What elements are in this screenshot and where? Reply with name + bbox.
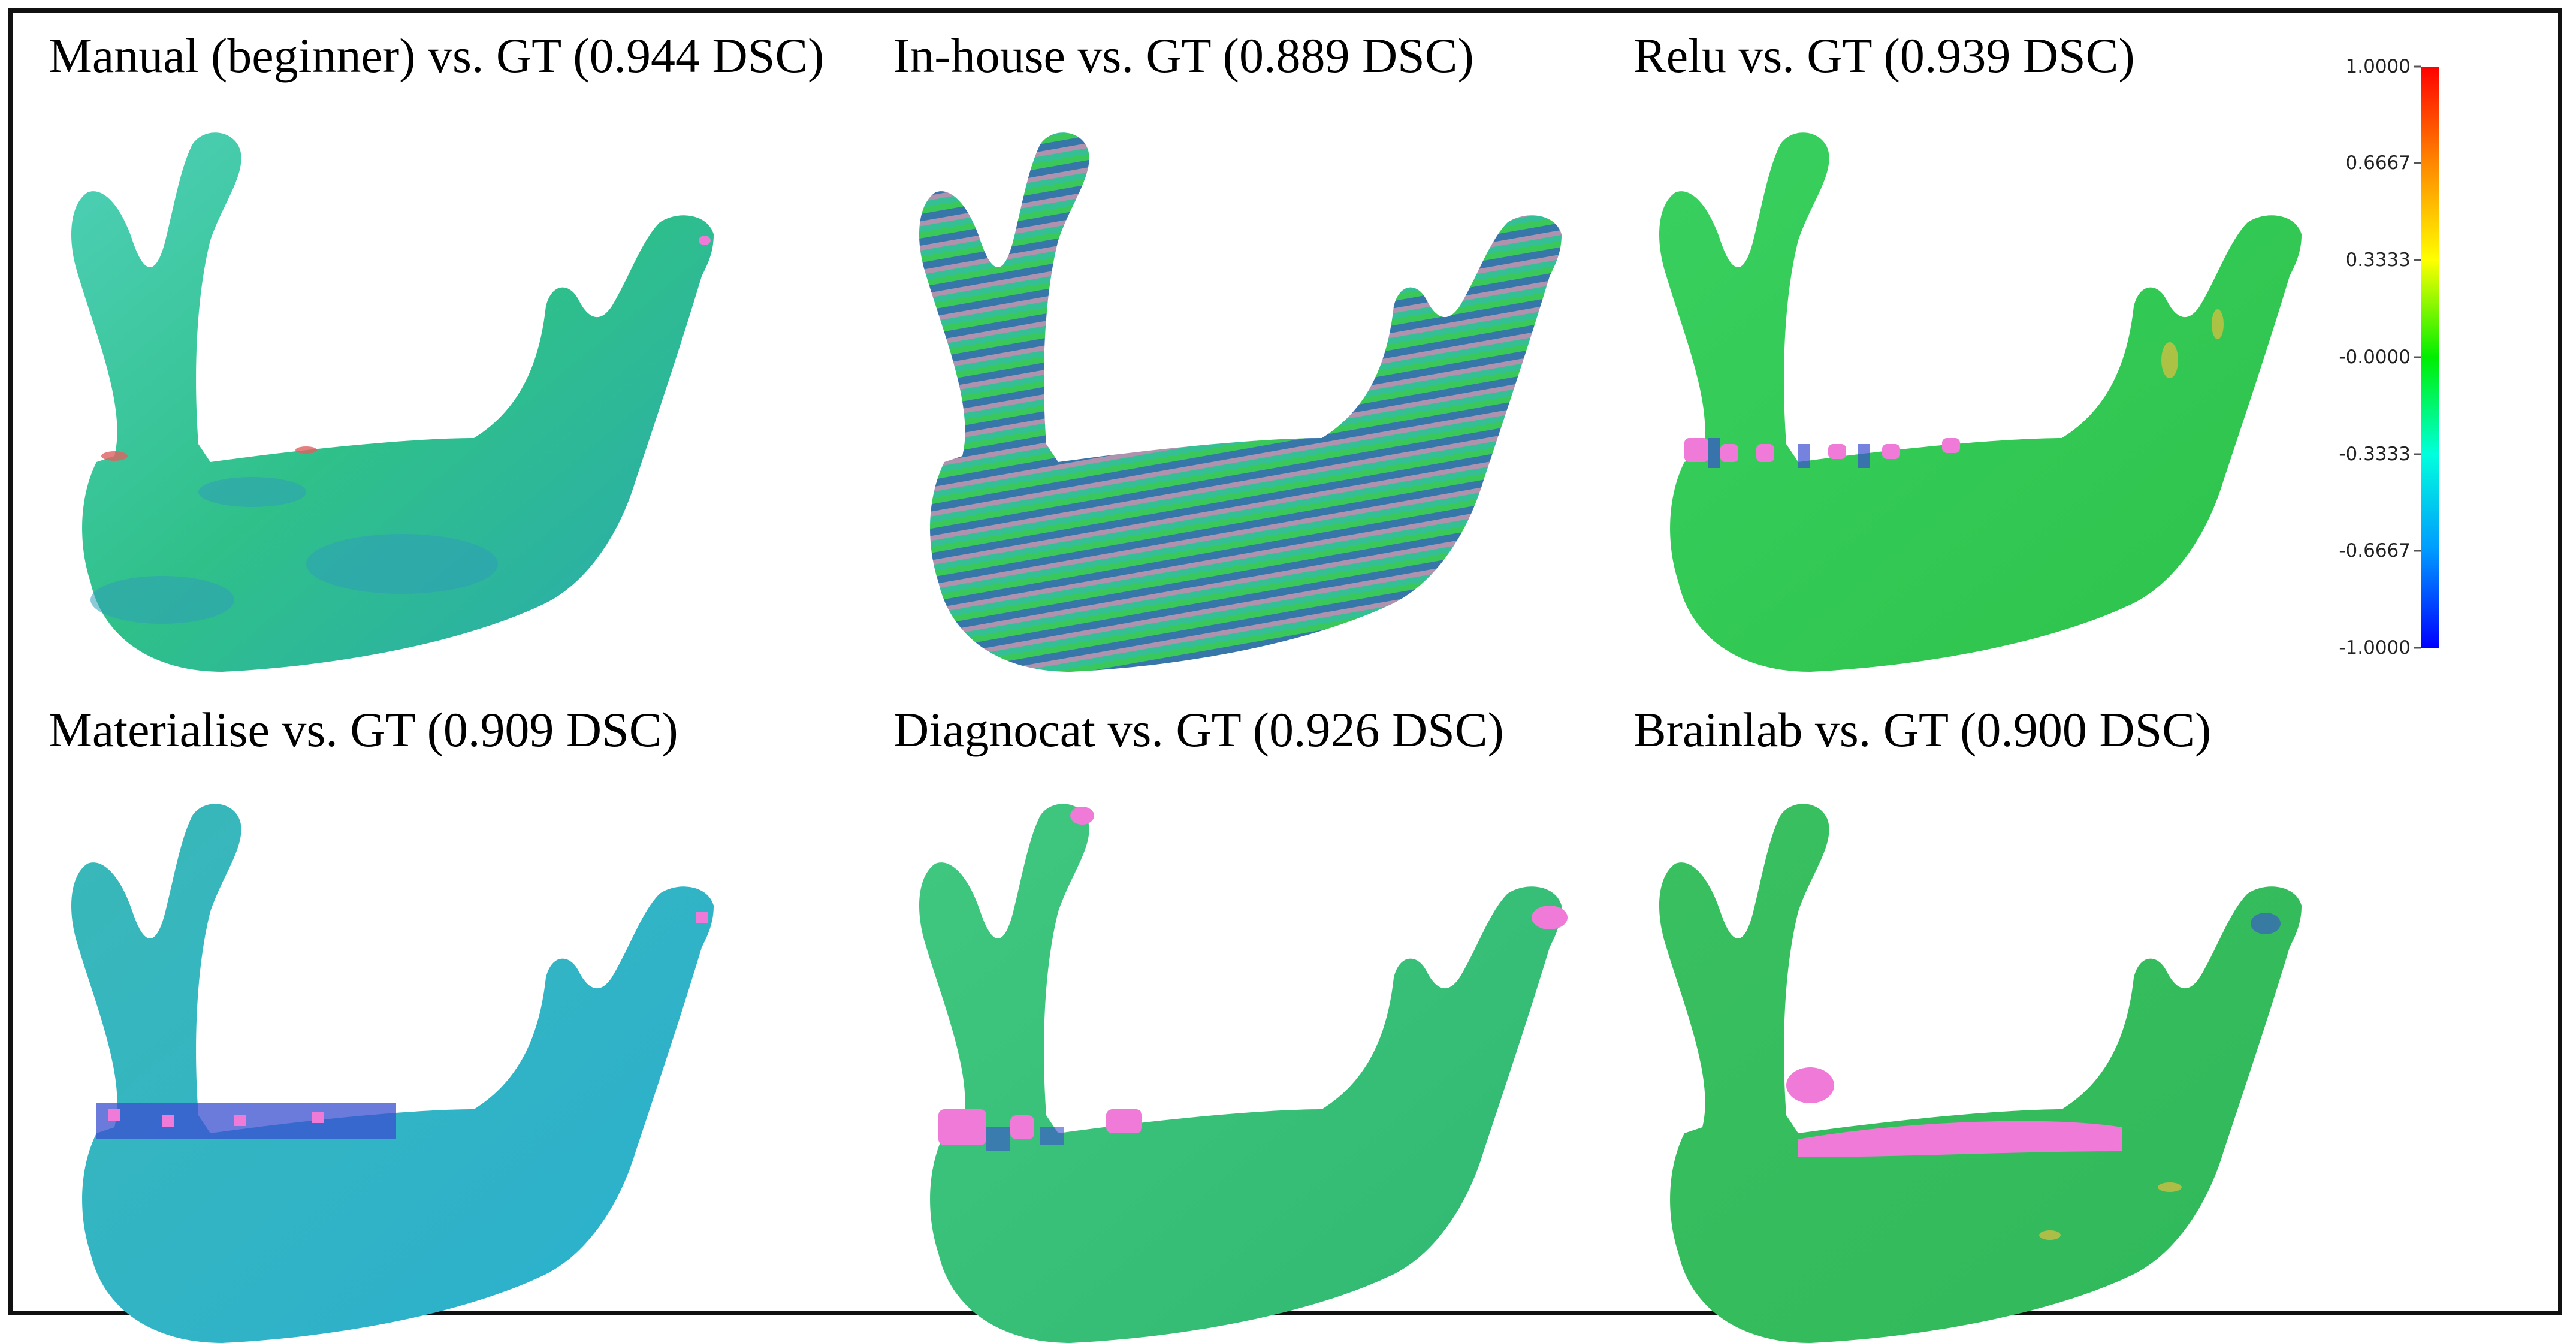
panel-title-diagnocat: Diagnocat vs. GT (0.926 DSC) [893, 702, 1504, 757]
colorbar-gradient [2414, 65, 2439, 649]
colorbar-tick-label: -0.3333 [2339, 443, 2411, 465]
panel-diagnocat [890, 696, 1741, 1343]
panel-brainlab [1630, 696, 2481, 1343]
mandible-mesh-materialise [71, 804, 714, 1343]
mandible-mesh-manual [71, 132, 714, 672]
panel-inhouse [890, 25, 1741, 672]
mandible-mesh-diagnocat [919, 804, 1568, 1343]
mandible-mesh-inhouse [919, 132, 1562, 672]
colorbar-tick-label: -0.6667 [2339, 540, 2411, 562]
mandible-mesh-brainlab [1659, 804, 2302, 1343]
colorbar-tick-label: 0.3333 [2345, 249, 2411, 271]
colorbar-tick-label: -1.0000 [2339, 637, 2411, 659]
mandible-mesh-relu [1659, 132, 2302, 672]
panel-manual [43, 25, 893, 672]
colorbar-tick-label: 0.6667 [2345, 152, 2411, 174]
colorbar-tick-label: -0.0000 [2339, 346, 2411, 368]
panel-relu [1630, 25, 2481, 672]
panel-title-brainlab: Brainlab vs. GT (0.900 DSC) [1633, 702, 2212, 757]
panel-title-manual: Manual (beginner) vs. GT (0.944 DSC) [49, 28, 825, 83]
figure-frame: Manual (beginner) vs. GT (0.944 DSC) In-… [8, 8, 2562, 1343]
colorbar: 1.0000 0.6667 0.3333 -0.0000 -0.3333 -0.… [2338, 55, 2553, 666]
colorbar-tick-label: 1.0000 [2345, 56, 2411, 77]
panel-title-relu: Relu vs. GT (0.939 DSC) [1633, 28, 2135, 83]
panel-title-inhouse: In-house vs. GT (0.889 DSC) [893, 28, 1474, 83]
panel-materialise [43, 696, 893, 1343]
panel-title-materialise: Materialise vs. GT (0.909 DSC) [49, 702, 678, 757]
